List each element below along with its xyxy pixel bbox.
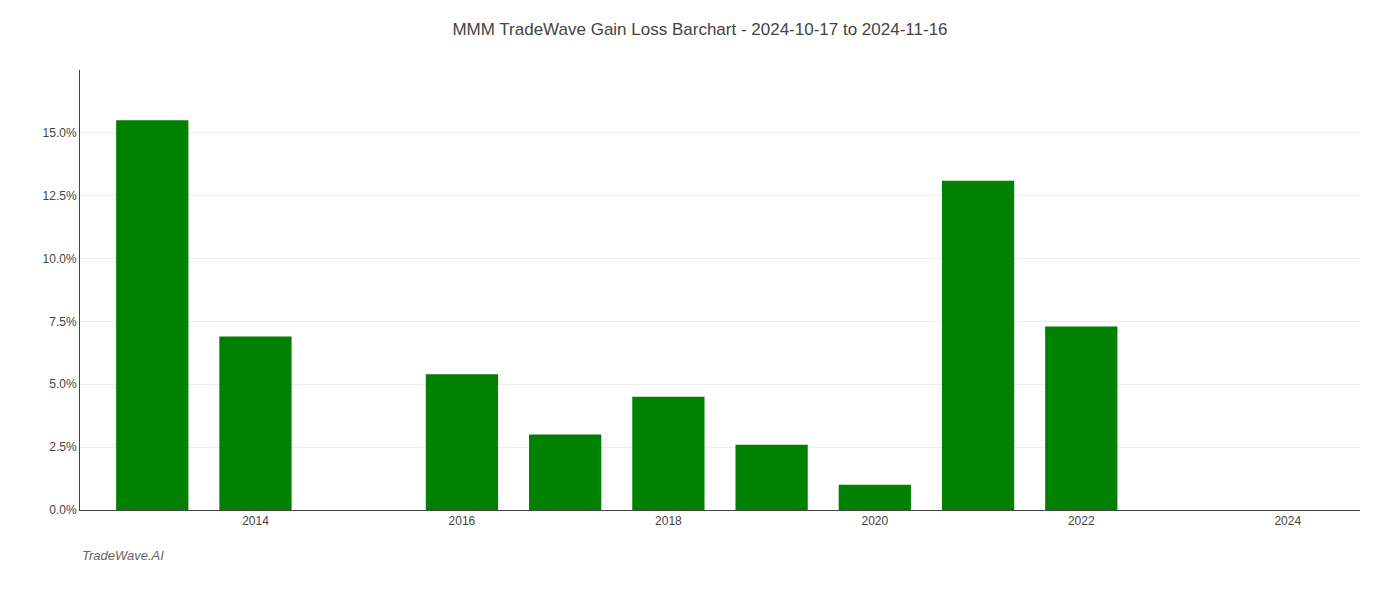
svg-text:2016: 2016 [449,514,476,528]
svg-text:2.5%: 2.5% [49,440,77,454]
svg-text:15.0%: 15.0% [43,126,77,140]
svg-text:2014: 2014 [242,514,269,528]
svg-text:TradeWave.AI: TradeWave.AI [82,548,164,563]
svg-text:7.5%: 7.5% [49,315,77,329]
svg-text:2022: 2022 [1068,514,1095,528]
svg-text:2024: 2024 [1274,514,1301,528]
svg-text:12.5%: 12.5% [43,189,77,203]
svg-text:2018: 2018 [655,514,682,528]
svg-text:0.0%: 0.0% [49,503,77,517]
svg-text:2020: 2020 [861,514,888,528]
svg-text:MMM TradeWave Gain Loss Barcha: MMM TradeWave Gain Loss Barchart - 2024-… [452,20,947,39]
svg-text:5.0%: 5.0% [49,377,77,391]
svg-text:10.0%: 10.0% [43,252,77,266]
